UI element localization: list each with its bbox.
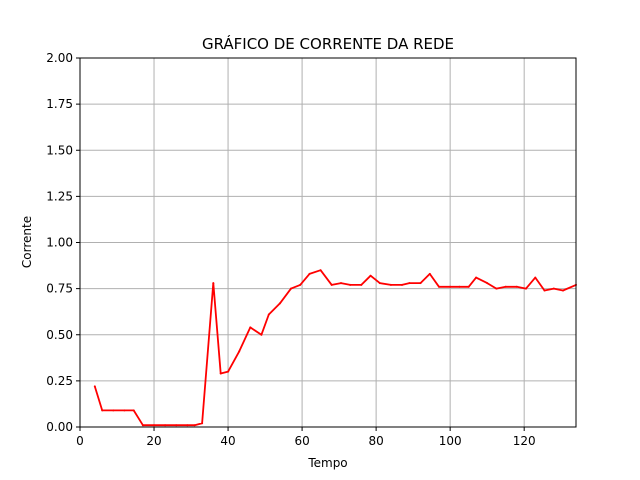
data-point [175, 424, 178, 427]
x-tick-label: 0 [76, 434, 84, 448]
data-point [438, 285, 440, 288]
data-point [378, 282, 381, 285]
data-point [515, 285, 518, 288]
data-point [419, 282, 422, 285]
y-tick-label: 1.00 [46, 236, 73, 250]
series-group [93, 269, 577, 427]
data-point [186, 424, 189, 427]
y-tick-label: 0.25 [46, 374, 73, 388]
data-point [543, 289, 546, 292]
data-point [260, 333, 263, 336]
data-point [227, 370, 230, 373]
data-point [101, 409, 104, 412]
data-point [495, 287, 498, 290]
y-tick-label: 1.25 [46, 189, 73, 203]
data-point [475, 276, 478, 279]
data-point [319, 269, 322, 272]
data-point [132, 409, 135, 412]
data-point [308, 272, 311, 275]
data-point [486, 282, 489, 285]
series-line-0 [93, 269, 577, 427]
x-tick-label: 120 [513, 434, 536, 448]
data-point [389, 283, 392, 286]
data-point [340, 282, 342, 285]
data-point [299, 283, 302, 286]
x-tick-label: 40 [220, 434, 235, 448]
data-point [290, 287, 292, 290]
data-point [153, 424, 155, 427]
grid-lines [79, 57, 576, 428]
data-point [212, 282, 215, 285]
data-point [360, 283, 363, 286]
data-point [112, 409, 115, 412]
data-point [401, 283, 403, 286]
data-point [330, 283, 333, 286]
data-point [219, 372, 222, 375]
y-axis-label: Corrente [20, 216, 34, 268]
x-tick-label: 100 [439, 434, 462, 448]
x-tick-label: 80 [368, 434, 383, 448]
data-point [467, 285, 470, 288]
data-point [525, 287, 527, 290]
x-axis-ticks: 0 20 40 60 80 100 120 [76, 427, 536, 448]
data-point [534, 276, 537, 279]
chart-title: GRÁFICO DE CORRENTE DA REDE [202, 34, 454, 53]
x-tick-label: 60 [294, 434, 309, 448]
x-tick-label: 20 [146, 434, 161, 448]
data-point [123, 409, 126, 412]
data-point [458, 285, 461, 288]
data-point [267, 313, 270, 316]
data-point [93, 385, 96, 388]
y-tick-label: 1.75 [46, 97, 73, 111]
data-point [408, 282, 411, 285]
data-point [428, 272, 431, 275]
data-point [141, 424, 144, 427]
data-point [249, 326, 252, 329]
data-point [552, 287, 555, 290]
x-axis-label: Tempo [307, 456, 347, 470]
data-point [449, 285, 452, 288]
data-point [504, 285, 507, 288]
data-point [369, 274, 372, 277]
y-tick-label: 1.50 [46, 143, 73, 157]
data-point [164, 424, 167, 427]
data-point [349, 283, 352, 286]
y-tick-label: 0.50 [46, 328, 73, 342]
y-tick-label: 2.00 [46, 51, 73, 65]
data-point [201, 422, 204, 425]
data-point [193, 424, 196, 427]
data-point [278, 302, 281, 305]
data-point [562, 289, 564, 292]
y-tick-label: 0.00 [46, 420, 73, 434]
data-point [238, 350, 241, 353]
y-tick-label: 0.75 [46, 282, 73, 296]
y-axis-ticks: 0.00 0.25 0.50 0.75 1.00 1.25 1.50 1.75 2.00 [46, 51, 80, 434]
